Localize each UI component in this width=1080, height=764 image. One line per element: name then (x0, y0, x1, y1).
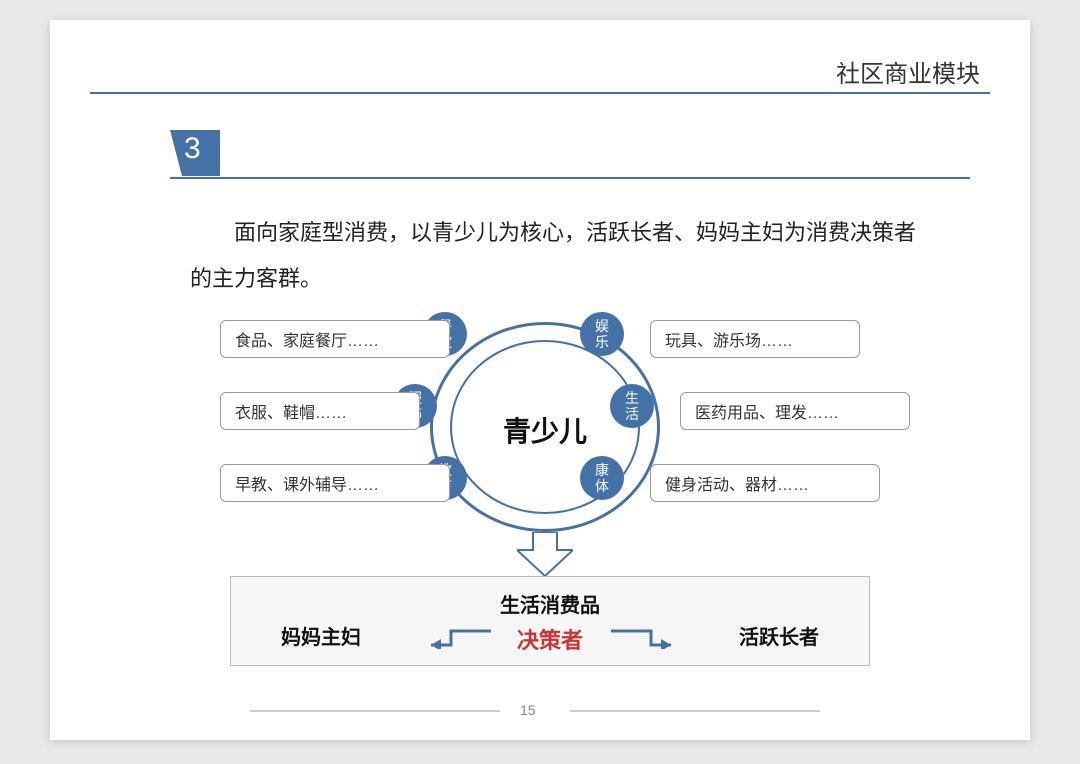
decision-box: 生活消费品 决策者 妈妈主妇 活跃长者 (230, 576, 870, 666)
item-box-fashion: 衣服、鞋帽…… (220, 392, 420, 430)
decision-left-label: 妈妈主妇 (281, 621, 361, 650)
item-box-life: 医药用品、理发…… (680, 392, 910, 430)
footer-rule-right (570, 710, 820, 712)
decision-title: 生活消费品 (231, 589, 869, 618)
arrow-down-icon (517, 532, 573, 576)
category-node-play: 娱 乐 (580, 312, 624, 356)
item-box-play: 玩具、游乐场…… (650, 320, 860, 358)
item-box-edu: 早教、课外辅导…… (220, 464, 450, 502)
decision-right-label: 活跃长者 (739, 621, 819, 650)
arrow-left-icon (431, 627, 491, 649)
slide-page: 社区商业模块 3 面向家庭型消费，以青少儿为核心，活跃长者、妈妈主妇为消费决策者… (50, 20, 1030, 740)
category-node-life: 生 活 (610, 384, 654, 428)
arrow-right-icon (611, 627, 671, 649)
page-number: 15 (520, 702, 536, 718)
item-box-sport: 健身活动、器材…… (650, 464, 880, 502)
diagram: 青少儿 餐 饮食品、家庭餐厅……服 饰衣服、鞋帽……教 育早教、课外辅导……娱 … (50, 20, 1030, 740)
item-box-food: 食品、家庭餐厅…… (220, 320, 450, 358)
category-node-sport: 康 体 (580, 456, 624, 500)
footer-rule-left (250, 710, 500, 712)
